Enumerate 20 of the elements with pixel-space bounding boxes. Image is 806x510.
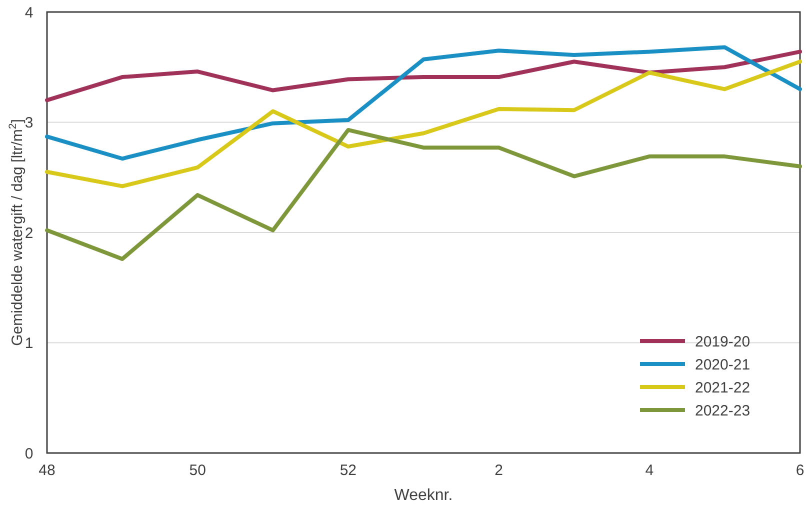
y-tick-label: 4 (24, 4, 34, 22)
legend-label: 2020-21 (695, 356, 750, 374)
line-series (45, 128, 802, 261)
line-series (45, 50, 802, 102)
x-tick-label: 6 (796, 462, 804, 479)
x-tick-label: 52 (340, 462, 357, 479)
line-series (45, 45, 802, 161)
y-tick-label: 1 (24, 335, 34, 352)
x-tick-label: 48 (38, 462, 56, 479)
y-tick-label: 2 (24, 224, 34, 242)
line-series (45, 60, 802, 188)
x-axis-title: Weeknr. (394, 487, 453, 504)
x-tick-label: 4 (645, 462, 654, 479)
legend-label: 2022-23 (695, 402, 750, 420)
y-tick-label: 0 (24, 445, 34, 462)
x-tick-label: 2 (494, 462, 503, 479)
y-tick-label: 3 (24, 114, 34, 132)
x-tick-label: 50 (189, 462, 206, 479)
legend-label: 2021-22 (695, 379, 750, 396)
legend-label: 2019-20 (695, 333, 750, 350)
